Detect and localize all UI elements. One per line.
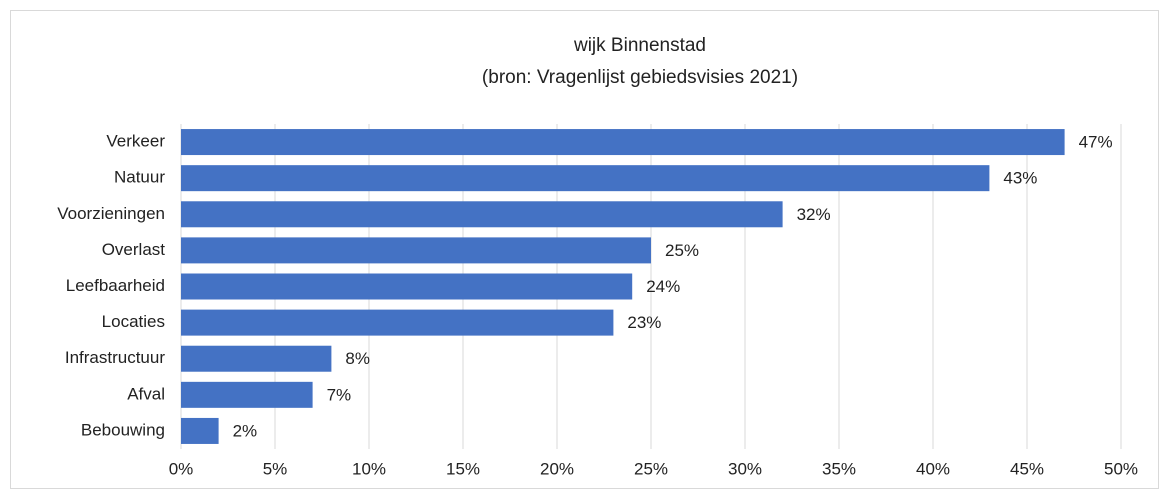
x-tick-label: 35%: [822, 459, 856, 478]
bar: [181, 129, 1065, 156]
x-tick-label: 0%: [169, 459, 194, 478]
x-tick-label: 30%: [728, 459, 762, 478]
y-tick-label: Afval: [127, 384, 165, 403]
x-tick-label: 50%: [1104, 459, 1138, 478]
x-tick-label: 25%: [634, 459, 668, 478]
x-tick-label: 15%: [446, 459, 480, 478]
y-tick-label: Verkeer: [106, 132, 165, 151]
value-label: 25%: [665, 241, 699, 260]
x-tick-label: 45%: [1010, 459, 1044, 478]
bar: [181, 201, 783, 228]
value-label: 43%: [1003, 169, 1037, 188]
y-tick-label: Leefbaarheid: [66, 276, 165, 295]
x-tick-label: 10%: [352, 459, 386, 478]
bar: [181, 273, 633, 300]
value-label: 7%: [327, 385, 352, 404]
value-label: 2%: [233, 421, 258, 440]
x-tick-label: 5%: [263, 459, 288, 478]
bar: [181, 165, 990, 192]
y-tick-label: Overlast: [102, 240, 166, 259]
y-tick-label: Infrastructuur: [65, 348, 165, 367]
bar: [181, 309, 614, 336]
value-label: 47%: [1079, 133, 1113, 152]
value-label: 8%: [345, 349, 370, 368]
y-tick-label: Voorzieningen: [57, 204, 165, 223]
bar: [181, 345, 332, 372]
bar: [181, 237, 651, 264]
y-tick-label: Bebouwing: [81, 420, 165, 439]
chart-title: wijk Binnenstad: [573, 35, 706, 56]
value-label: 24%: [646, 277, 680, 296]
value-label: 23%: [627, 313, 661, 332]
bar: [181, 381, 313, 408]
y-tick-label: Locaties: [102, 312, 165, 331]
x-tick-label: 20%: [540, 459, 574, 478]
y-tick-label: Natuur: [114, 168, 165, 187]
value-label: 32%: [797, 205, 831, 224]
chart-subtitle: (bron: Vragenlijst gebiedsvisies 2021): [482, 67, 798, 88]
bar: [181, 417, 219, 444]
x-tick-label: 40%: [916, 459, 950, 478]
